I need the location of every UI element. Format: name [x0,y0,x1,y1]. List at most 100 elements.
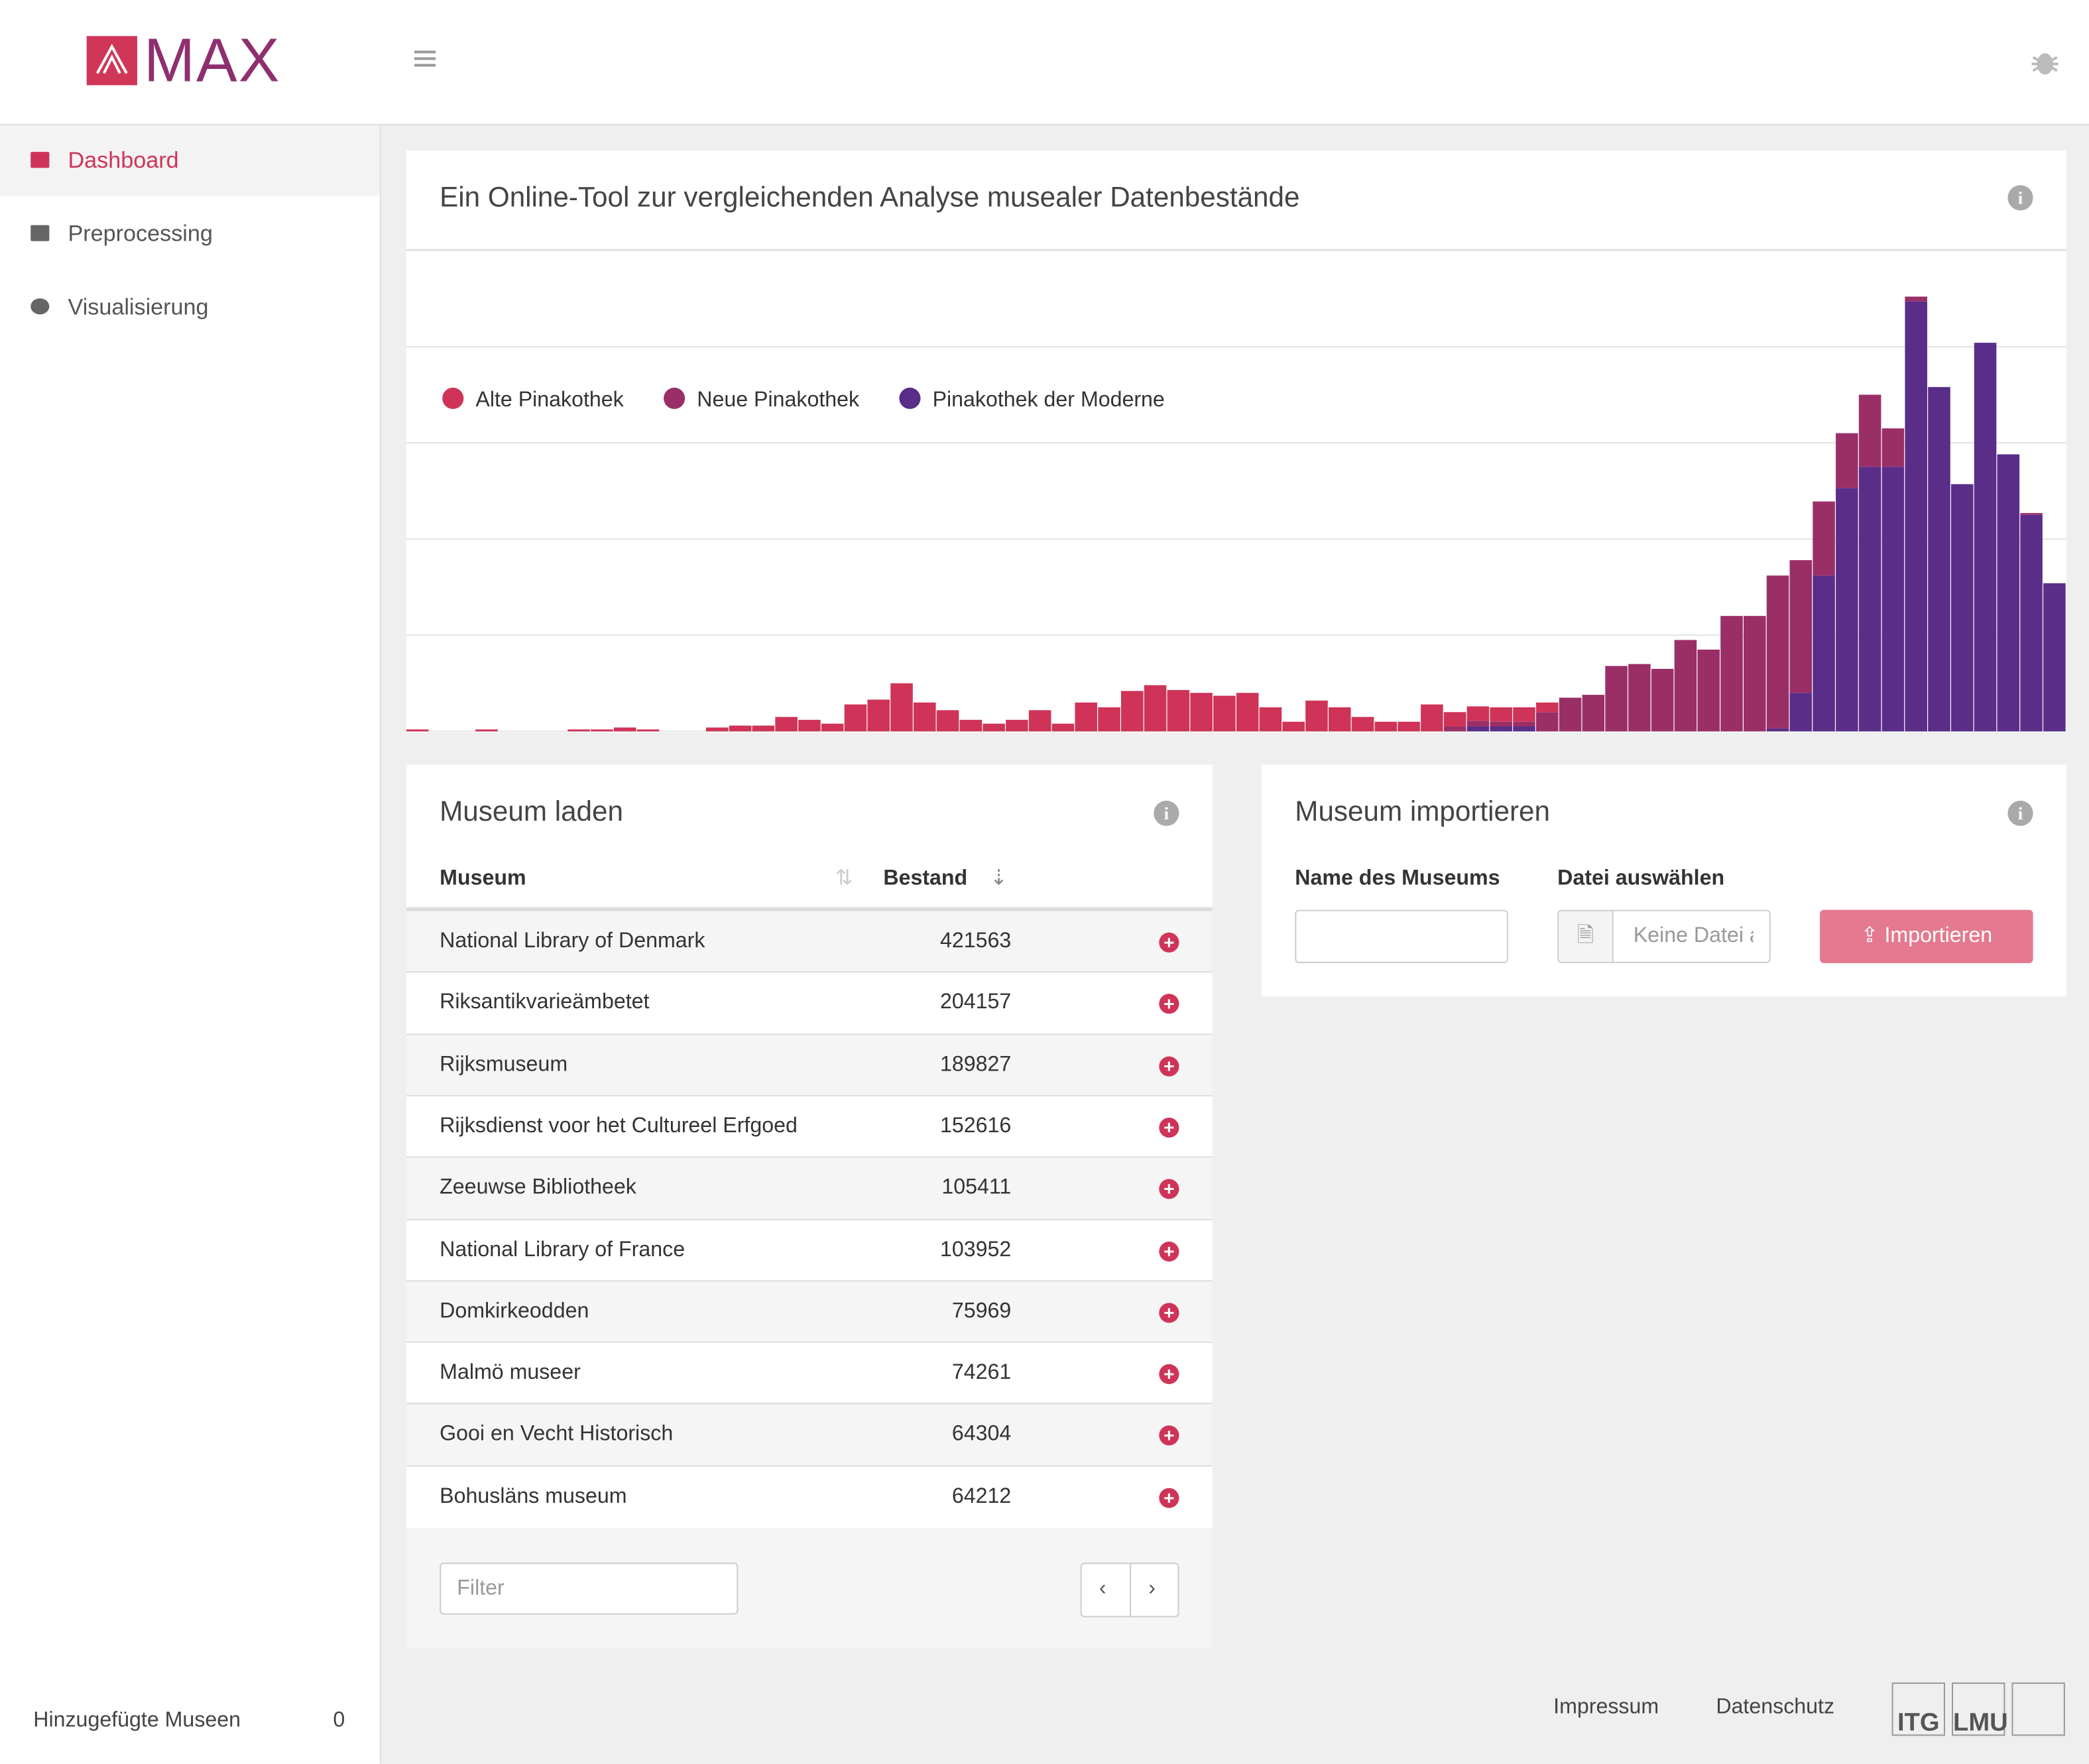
filter-input[interactable]: Filter [440,1562,739,1615]
add-button[interactable]: + [1159,1364,1179,1385]
bar-segment [1674,640,1697,732]
add-button[interactable]: + [1159,1179,1179,1199]
pager: ‹ › [1080,1562,1179,1617]
add-button[interactable]: + [1159,1302,1179,1323]
bar-segment [890,683,913,732]
bar-segment [844,704,867,732]
bar-segment [1974,343,1997,732]
bar-segment [959,719,983,732]
bar-segment [1836,488,1858,732]
bar-segment [1051,723,1075,732]
museum-name: National Library of Denmark [440,929,705,953]
bar-segment [821,723,844,732]
museum-name: Malmö museer [440,1361,581,1385]
bar-segment [1950,484,1974,732]
museum-count: 105411 [941,1176,1012,1199]
logo-icon [86,36,137,86]
bar-segment [591,729,613,732]
name-input[interactable] [1295,910,1508,963]
info-icon[interactable]: i [1154,800,1179,826]
museum-name: Rijksdienst voor het Cultureel Erfgoed [440,1114,798,1138]
bar-segment [775,717,798,732]
info-icon[interactable]: i [2007,800,2033,826]
museum-count: 64304 [951,1423,1012,1446]
legend-label[interactable]: Neue Pinakothek [697,387,860,411]
nav-item[interactable]: Preprocessing [0,198,380,269]
bar-segment [1905,301,1927,732]
legend-marker[interactable] [442,387,464,409]
table-row: Rijksdienst voor het Cultureel Erfgoed 15… [406,1094,1213,1158]
bar-segment [1236,693,1259,732]
bar-segment [1006,719,1028,732]
bar-segment [1190,693,1213,732]
bar-segment [613,727,636,732]
add-button[interactable]: + [1159,932,1179,953]
bar-segment [1789,693,1813,732]
chart-title: Ein Online-Tool zur vergleichenden Analy… [440,182,1300,213]
legend-marker[interactable] [899,387,921,409]
prev-button[interactable]: ‹ [1099,1577,1106,1600]
add-button[interactable]: + [1159,1240,1179,1262]
logo-text: MAX [144,25,281,95]
import-button[interactable]: ⇪ Importieren [1820,910,2033,963]
bar-segment [1167,689,1190,732]
table-row: National Library of Denmark 421563 + [406,910,1213,972]
bar-segment [706,727,729,732]
nav-item[interactable]: Dashboard [0,125,380,196]
chart-card: Ein Online-Tool zur vergleichenden Analy… [406,150,2066,733]
bar-segment [1858,394,1881,467]
bar-segment [1075,702,1098,732]
info-icon[interactable]: i [2007,185,2033,211]
column-header[interactable]: Bestand [883,867,968,890]
museum-count: 64212 [951,1485,1012,1508]
add-button[interactable]: + [1159,1487,1179,1508]
footer-link[interactable]: Impressum [1553,1696,1659,1719]
museum-name: Domkirkeodden [440,1299,589,1323]
column-header[interactable]: Museum [440,867,526,890]
bar-segment [1421,704,1443,732]
legend-marker[interactable] [664,387,686,409]
bar-segment [1881,428,1905,467]
nav-icon [30,225,50,241]
bar-segment [1720,616,1743,732]
add-button[interactable]: + [1159,994,1179,1014]
museum-count: 189827 [939,1053,1012,1076]
bar-segment [752,725,775,732]
menu-toggle[interactable] [414,50,436,54]
add-button[interactable]: + [1159,1055,1179,1076]
bar-segment [1789,559,1813,693]
legend-label[interactable]: Alte Pinakothek [475,387,624,411]
bar-segment [1651,668,1674,732]
bar-segment [1466,706,1490,721]
museum-name: National Library of France [440,1238,686,1262]
footer-link[interactable]: Datenschutz [1716,1696,1835,1719]
museum-name: Bohusläns museum [440,1485,627,1508]
next-button[interactable]: › [1148,1577,1156,1600]
debug-icon[interactable] [2031,46,2060,76]
bar-segment [2020,514,2043,732]
logo: LMU [1952,1682,2008,1737]
add-button[interactable]: + [1159,1425,1179,1446]
bar-segment [914,702,936,732]
button-label: Importieren [1884,924,1993,947]
added-label: Hinzugefügte Museen [33,1709,241,1732]
bar-segment [1098,707,1120,732]
add-button[interactable]: + [1159,1117,1179,1138]
table-row: Bohusläns museum 64212 + [406,1464,1213,1528]
file-input[interactable]: 🗎Keine Datei ausgewählt [1557,910,1771,963]
bar-segment [1997,454,2020,732]
sort-icon[interactable]: ⇅ [835,867,853,890]
sort-icon[interactable]: ⇣ [990,867,1008,890]
table-row: National Library of France 103952 + [406,1218,1213,1281]
table-row: Zeeuwse Bibliotheek 105411 + [406,1156,1213,1220]
bar-segment [1028,710,1051,732]
bar-segment [1766,728,1789,732]
logo: ITG [1891,1682,1945,1737]
field-label: Datei auswählen [1557,867,1725,890]
added-count: 0 [333,1709,345,1732]
museum-count: 75969 [951,1299,1012,1323]
nav-item[interactable]: Visualisierung [0,272,380,343]
placeholder: Keine Datei ausgewählt [1633,924,1754,947]
legend-label[interactable]: Pinakothek der Moderne [933,387,1165,411]
bar-segment [1351,717,1374,732]
